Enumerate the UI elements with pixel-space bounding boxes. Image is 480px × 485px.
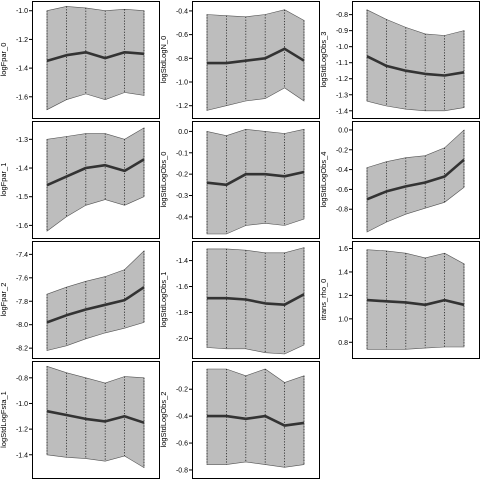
- panel-logStdLogFsta_1: -1.4 -1.2 -1.0 -0.8 logStdLogFsta_1: [0, 361, 160, 479]
- y-tick-label: -0.2: [176, 387, 188, 394]
- y-tick-label: -1.4: [176, 258, 188, 265]
- panel-logStdLogObs_1: -2.0 -1.8 -1.6 -1.4 logStdLogObs_1: [159, 241, 320, 359]
- panel-logFpar_2: -8.2 -8.0 -7.8 -7.6 -7.4 logFpar_2: [0, 241, 160, 359]
- y-tick-label: -1.2: [16, 37, 28, 44]
- y-tick-label: -0.1: [176, 150, 188, 157]
- y-tick-label: -1.2: [336, 76, 348, 83]
- y-tick-label: -0.2: [176, 172, 188, 179]
- y-tick-label: -0.4: [176, 8, 188, 15]
- y-tick-label: 1.4: [338, 269, 348, 276]
- y-axis-label: logFpar_0: [0, 43, 8, 77]
- y-tick-label: -1.0: [16, 401, 28, 408]
- y-tick-label: -0.6: [176, 32, 188, 39]
- median-line: [207, 293, 305, 307]
- y-tick-label: -1.0: [176, 80, 188, 87]
- y-tick-label: -1.2: [176, 103, 188, 110]
- median-line: [46, 50, 145, 63]
- y-axis-label: logStdLogN_0: [159, 36, 168, 84]
- y-tick-label: -1.3: [336, 92, 348, 99]
- y-tick-label: -1.6: [176, 284, 188, 291]
- y-tick-label: -0.8: [176, 56, 188, 63]
- y-tick-label: -7.8: [16, 299, 28, 306]
- median-line: [46, 158, 145, 187]
- y-tick-label: 1.2: [338, 293, 348, 300]
- panel-logStdLogObs_0: -0.4 -0.3 -0.2 -0.1 0.0 logStdLogObs_0: [159, 121, 320, 239]
- y-tick-label: -1.6: [16, 94, 28, 101]
- y-tick-label: -0.8: [176, 467, 188, 474]
- y-tick-label: -1.0: [336, 44, 348, 51]
- panel-logStdLogN_0: -1.2 -1.0 -0.8 -0.6 -0.4 logStdLogN_0: [159, 1, 320, 119]
- y-tick-label: -1.2: [16, 427, 28, 434]
- median-line: [366, 298, 465, 307]
- y-tick-label: -0.2: [336, 147, 348, 154]
- y-tick-label: -1.4: [16, 452, 28, 459]
- panel-logStdLogObs_3: -1.4 -1.3 -1.2 -1.1 -1.0 -0.9 -0.8 logStdLogObs…: [319, 1, 480, 119]
- y-tick-label: 0.0: [178, 129, 188, 136]
- y-axis-label: logStdLogObs_4: [319, 152, 328, 208]
- y-axis-label: logStdLogObs_3: [319, 32, 328, 88]
- y-tick-label: 1.0: [338, 316, 348, 323]
- y-tick-label: -1.1: [336, 60, 348, 67]
- y-tick-label: -7.6: [16, 275, 28, 282]
- uncertainty-band: [46, 127, 145, 232]
- y-tick-label: 0.0: [338, 127, 348, 134]
- y-tick-label: -0.3: [176, 193, 188, 200]
- y-tick-label: -1.4: [16, 166, 28, 173]
- y-tick-label: -1.3: [16, 137, 28, 144]
- y-axis-label: logFpar_2: [0, 283, 8, 317]
- panel-logFpar_0: -1.6 -1.4 -1.2 -1.0 logFpar_0: [0, 1, 160, 119]
- y-tick-label: -0.9: [336, 28, 348, 35]
- y-tick-label: -0.6: [336, 187, 348, 194]
- y-tick-label: -1.4: [336, 108, 348, 115]
- y-tick-label: -1.8: [176, 310, 188, 317]
- y-tick-label: -1.0: [16, 8, 28, 15]
- y-axis-label: logStdLogObs_2: [159, 392, 168, 448]
- median-line: [46, 286, 145, 324]
- y-tick-label: -0.6: [176, 441, 188, 448]
- y-tick-label: -0.8: [16, 375, 28, 382]
- median-line: [366, 158, 465, 201]
- panel-logFpar_1: -1.6 -1.5 -1.4 -1.3 logFpar_1: [0, 121, 160, 239]
- y-tick-label: -0.8: [336, 12, 348, 19]
- median-line: [207, 47, 305, 65]
- uncertainty-band: [366, 249, 465, 350]
- y-tick-label: -0.4: [176, 414, 188, 421]
- median-line: [206, 170, 305, 187]
- y-axis-label: logStdLogFsta_1: [0, 391, 8, 448]
- panel-logStdLogObs_2: -0.8 -0.6 -0.4 -0.2 logStdLogObs_2: [159, 361, 320, 479]
- panel-itrans_rho_0: 0.8 1.0 1.2 1.4 1.6 itrans_rho_0: [319, 241, 480, 359]
- y-tick-label: -1.6: [16, 223, 28, 230]
- y-axis-label: logFpar_1: [0, 163, 8, 197]
- uncertainty-band: [366, 9, 465, 112]
- uncertainty-band: [46, 250, 145, 351]
- median-line: [207, 414, 305, 427]
- y-tick-label: -1.4: [16, 66, 28, 73]
- y-tick-label: -8.0: [16, 322, 28, 329]
- y-tick-label: -1.5: [16, 194, 28, 201]
- y-tick-label: 0.8: [338, 340, 348, 347]
- y-tick-label: -0.8: [336, 207, 348, 214]
- median-line: [366, 55, 465, 77]
- y-tick-label: -2.0: [176, 336, 188, 343]
- y-tick-label: -0.4: [336, 167, 348, 174]
- uncertainty-band: [206, 128, 305, 235]
- panel-logStdLogObs_4: -0.8 -0.6 -0.4 -0.2 0.0 logStdLogObs_4: [319, 121, 480, 239]
- y-axis-label: logStdLogObs_0: [159, 152, 168, 208]
- y-axis-label: logStdLogObs_1: [159, 272, 168, 328]
- y-axis-label: itrans_rho_0: [319, 279, 328, 321]
- median-line: [46, 409, 145, 424]
- y-tick-label: -8.2: [16, 346, 28, 353]
- y-tick-label: -0.4: [176, 214, 188, 221]
- y-tick-label: -7.4: [16, 252, 28, 259]
- y-tick-label: 1.6: [338, 246, 348, 253]
